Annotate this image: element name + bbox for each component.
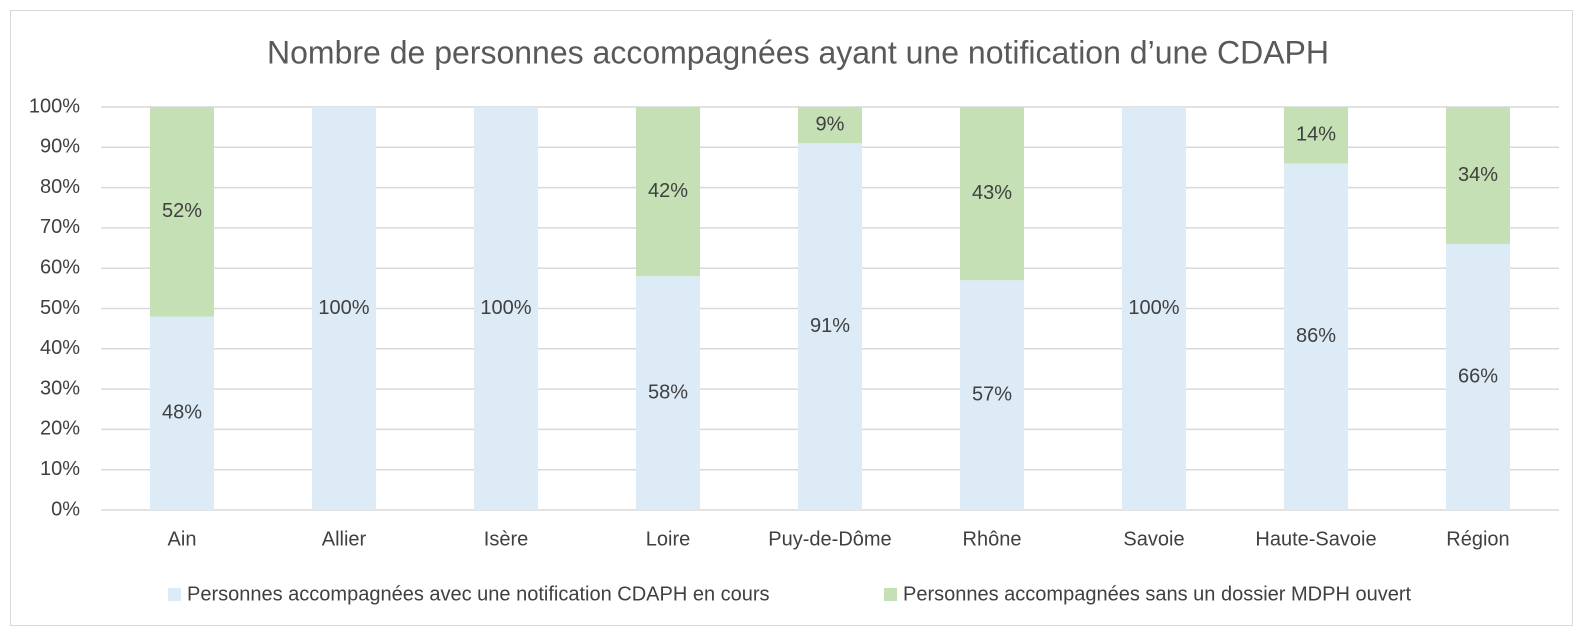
data-label: 42% (648, 180, 688, 202)
bar-segment (960, 280, 1024, 510)
bar-segment (636, 107, 700, 277)
y-tick-label: 30% (40, 377, 80, 399)
y-tick-label: 40% (40, 337, 80, 359)
y-tick-label: 70% (40, 216, 80, 238)
x-tick-label: Ain (168, 528, 197, 550)
x-tick-label: Haute-Savoie (1255, 528, 1376, 550)
bar-segment (312, 107, 376, 510)
bar-segment (474, 107, 538, 510)
data-label: 66% (1458, 365, 1498, 387)
bar-segment (1284, 163, 1348, 511)
legend-swatch (168, 588, 181, 601)
legend-label: Personnes accompagnées avec une notifica… (187, 583, 770, 605)
bar-segment (150, 107, 214, 317)
x-tick-label: Région (1446, 528, 1509, 550)
y-tick-label: 80% (40, 176, 80, 198)
data-label: 9% (816, 113, 845, 135)
bar-segment (1446, 107, 1510, 245)
y-tick-label: 20% (40, 418, 80, 440)
legend-label: Personnes accompagnées sans un dossier M… (903, 583, 1411, 605)
data-label: 100% (480, 297, 531, 319)
chart-title: Nombre de personnes accompagnées ayant u… (267, 34, 1329, 70)
data-label: 57% (972, 383, 1012, 405)
y-tick-label: 90% (40, 136, 80, 158)
y-tick-label: 100% (29, 95, 80, 117)
bar-segment (636, 276, 700, 510)
data-label: 100% (1128, 297, 1179, 319)
y-tick-label: 0% (51, 498, 80, 520)
bar-segment (798, 143, 862, 510)
bar-segment (960, 107, 1024, 281)
data-label: 91% (810, 315, 850, 337)
bar-segment (1122, 107, 1186, 510)
bar-segment (1446, 244, 1510, 510)
x-tick-label: Allier (322, 528, 367, 550)
data-label: 14% (1296, 123, 1336, 145)
data-label: 43% (972, 182, 1012, 204)
y-tick-label: 10% (40, 458, 80, 480)
data-label: 58% (648, 381, 688, 403)
bar-segment (150, 316, 214, 510)
x-tick-label: Rhône (963, 528, 1022, 550)
y-tick-label: 50% (40, 297, 80, 319)
bar-segment (798, 107, 862, 144)
data-label: 100% (318, 297, 369, 319)
data-label: 48% (162, 402, 202, 424)
x-tick-label: Savoie (1123, 528, 1184, 550)
bar-segment (1284, 107, 1348, 164)
legend-swatch (884, 588, 897, 601)
data-label: 86% (1296, 325, 1336, 347)
x-tick-label: Isère (484, 528, 528, 550)
data-label: 52% (162, 200, 202, 222)
data-label: 34% (1458, 164, 1498, 186)
x-tick-label: Puy-de-Dôme (768, 528, 891, 550)
y-tick-label: 60% (40, 256, 80, 278)
x-tick-label: Loire (646, 528, 690, 550)
